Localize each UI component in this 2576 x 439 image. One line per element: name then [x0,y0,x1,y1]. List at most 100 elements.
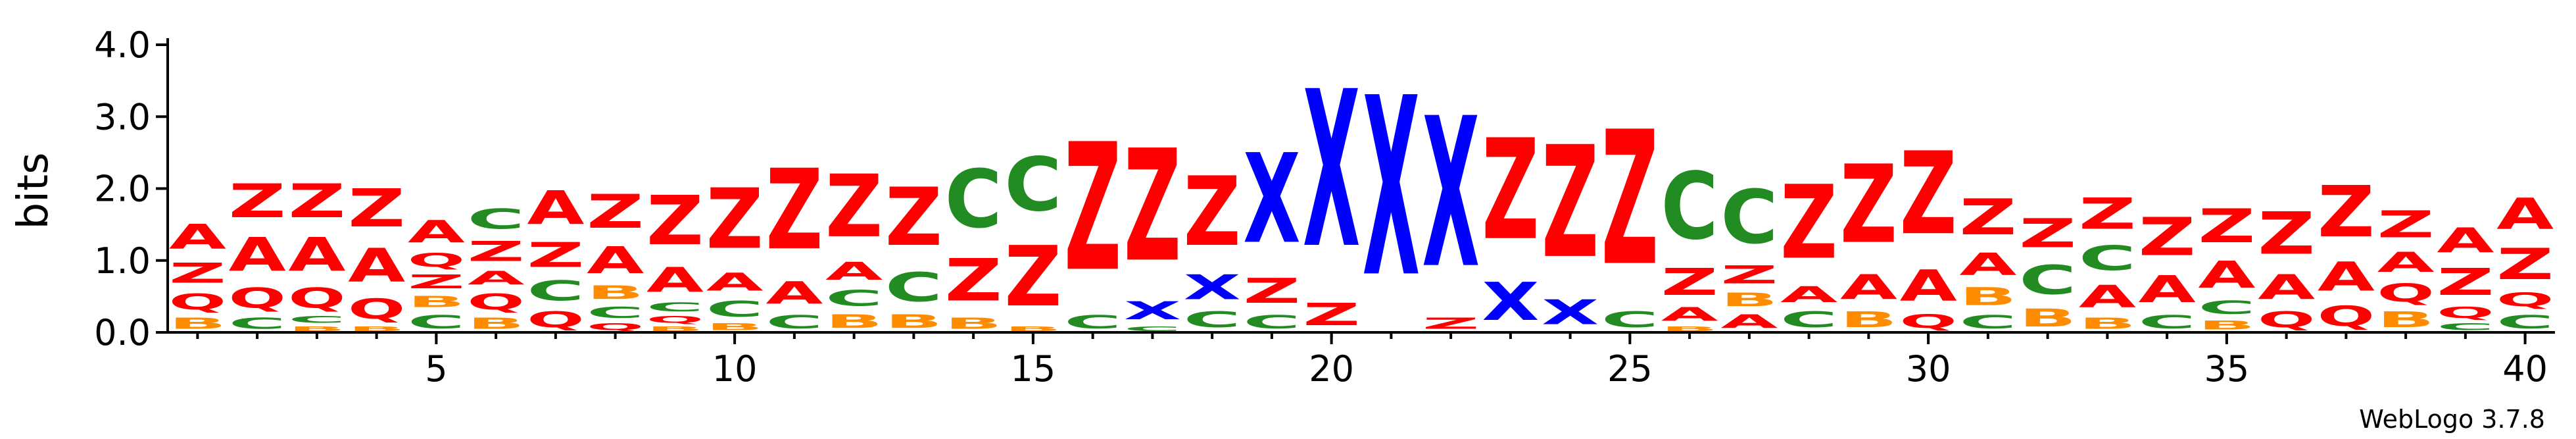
logo-letter-C: C [408,311,465,332]
logo-column-11: CAZ [766,146,823,332]
logo-letter-C: C [945,154,1002,247]
logo-letter-Q: Q [2318,300,2375,332]
logo-letter-B: B [885,311,942,332]
logo-letter-C: C [527,275,584,307]
logo-letter-C: C [2496,311,2554,332]
logo-letter-B: B [1661,325,1718,332]
logo-letter-A: A [169,217,226,257]
logo-letter-A: A [1900,261,1957,311]
logo-letter-C: C [2079,239,2136,278]
logo-letter-Z: Z [1124,117,1181,296]
logo-letter-C: C [468,203,525,235]
logo-letter-C: C [1780,307,1837,332]
y-axis-label: bits [9,153,58,230]
logo-column-20: ZX [1303,45,1360,333]
logo-letter-Z: Z [945,246,1002,314]
logo-letter-C: C [1720,175,1778,261]
logo-letter-Q: Q [408,249,465,271]
logo-column-25: CZ [1601,92,1659,332]
logo-letter-A: A [2377,246,2435,278]
logo-letter-Z: Z [2019,211,2076,257]
logo-letter-Z: Z [2258,199,2315,267]
logo-letter-C: C [1184,307,1241,332]
logo-letter-B: B [825,311,883,332]
logo-letter-Z: Z [2318,170,2375,253]
logo-letter-Z: Z [1959,189,2016,246]
logo-letter-B: B [1840,307,1897,332]
logo-letter-C: C [1601,307,1659,332]
logo-letter-A: A [2437,221,2494,261]
logo-letter-B: B [1720,290,1778,311]
logo-letter-C: C [825,286,883,311]
logo-letter-C: C [1661,153,1718,261]
logo-letter-Q: Q [288,282,345,315]
logo-letter-C: C [646,300,704,315]
logo-letter-A: A [825,257,883,286]
logo-letter-C: C [766,311,823,332]
logo-letter-A: A [2139,267,2196,311]
logo-letter-Z: Z [1542,114,1599,293]
logo-letter-Q: Q [2377,278,2435,307]
logo-letter-B: B [1959,282,2016,311]
logo-letter-A: A [706,268,764,297]
x-tick-label: 20 [1309,348,1354,390]
logo-letter-Z: Z [646,182,704,260]
x-tick-label: 10 [712,348,758,390]
logo-letter-Z: Z [1840,142,1897,267]
logo-letter-Q: Q [2437,303,2494,321]
logo-letter-A: A [2079,279,2137,315]
logo-column-21: X [1363,46,1420,332]
logo-letter-C: C [885,265,942,311]
letter-stacks: BQZACQAZBCQAZBQAZCBZQABQAZCQCZAQCBAZBQCA… [169,45,2554,333]
logo-letter-Z: Z [825,156,883,257]
logo-letter-C: C [2139,311,2196,332]
logo-letter-Z: Z [587,186,644,239]
logo-letter-B: B [2198,318,2255,332]
logo-letter-A: A [1959,247,2017,282]
y-tick-label: 4.0 [94,24,151,66]
logo-column-14: BZC [945,154,1002,333]
logo-column-29: BAZ [1840,142,1897,332]
logo-letter-A: A [348,240,406,293]
logo-letter-Z: Z [1601,92,1659,307]
logo-letter-Z: Z [1780,164,1837,282]
logo-letter-Z: Z [1720,261,1778,290]
logo-letter-Z: Z [2139,207,2196,268]
logo-column-24: XZ [1542,114,1599,332]
logo-column-19: CZX [1243,128,1300,332]
logo-letter-Z: Z [1482,111,1539,271]
logo-letter-C: C [587,304,644,322]
logo-letter-B: B [646,325,704,332]
logo-letter-X: X [1243,128,1300,271]
logo-letter-Z: Z [169,257,226,290]
logo-letter-B: B [169,315,226,332]
logo-letter-Z: Z [706,172,764,268]
x-tick-label: 25 [1607,348,1653,390]
logo-letter-B: B [468,315,525,332]
logo-column-28: CAZ [1780,164,1837,332]
logo-letter-B: B [408,293,465,311]
logo-letter-B: B [2079,315,2136,332]
logo-letter-Q: Q [2496,289,2554,311]
logo-letter-A: A [1780,282,1837,307]
logo-letter-B: B [1004,325,1061,332]
logo-letter-B: B [288,325,345,332]
logo-letter-Q: Q [587,322,644,332]
logo-letter-Q: Q [527,307,584,332]
logo-letter-Z: Z [229,175,286,228]
logo-letter-B: B [2377,307,2435,332]
logo-letter-A: A [1661,304,1719,325]
logo-letter-C: C [1243,311,1300,332]
logo-letter-C: C [1124,325,1181,332]
logo-letter-Q: Q [1900,311,1957,332]
y-tick-label: 0.0 [94,312,151,353]
